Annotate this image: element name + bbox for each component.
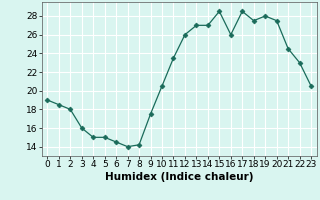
X-axis label: Humidex (Indice chaleur): Humidex (Indice chaleur) xyxy=(105,172,253,182)
